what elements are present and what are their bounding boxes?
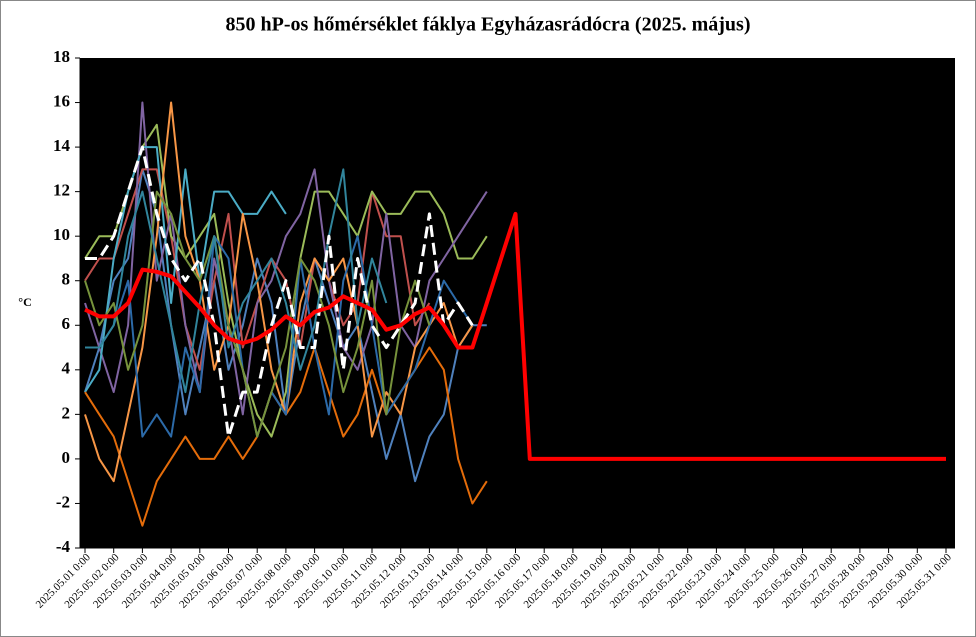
- series-line: [85, 235, 474, 438]
- y-tick-label: 16: [53, 91, 70, 110]
- series-line: [84, 211, 946, 461]
- y-tick-label: -2: [56, 492, 70, 511]
- series-line: [84, 190, 431, 438]
- y-tick-label: 2: [62, 403, 71, 422]
- series-line: [84, 123, 488, 438]
- y-tick-label: -4: [56, 537, 71, 556]
- y-tick-label: 6: [62, 314, 71, 333]
- y-tick-label: 8: [62, 270, 71, 289]
- chart-title: 850 hP-os hőmérséklet fáklya Egyházasrád…: [226, 14, 751, 36]
- y-tick-label: 18: [53, 47, 70, 66]
- y-tick-label: 14: [53, 136, 71, 155]
- y-tick-label: 10: [53, 225, 70, 244]
- series-line: [85, 168, 388, 394]
- series-line: [84, 101, 488, 416]
- y-axis-title: °C: [18, 295, 31, 309]
- y-tick-label: 4: [62, 359, 71, 378]
- series-line: [85, 145, 474, 439]
- y-tick-label: 0: [62, 448, 71, 467]
- y-tick-label: 12: [53, 181, 70, 200]
- series-line: [84, 146, 287, 393]
